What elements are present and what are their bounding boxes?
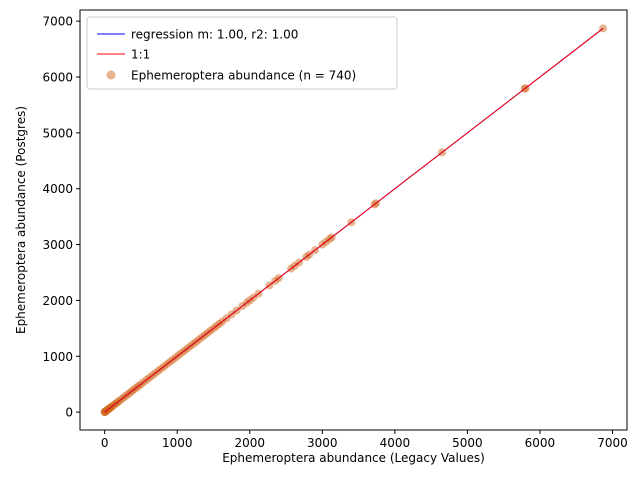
y-tick-label: 0	[65, 406, 73, 420]
x-tick-label: 4000	[380, 436, 411, 450]
legend: regression m: 1.00, r2: 1.00 1:1 Ephemer…	[86, 16, 398, 90]
legend-label-regression: regression m: 1.00, r2: 1.00	[131, 28, 298, 42]
x-tick-label: 0	[101, 436, 109, 450]
y-tick-label: 2000	[42, 294, 73, 308]
x-tick-label: 3000	[307, 436, 338, 450]
x-tick-label: 5000	[452, 436, 483, 450]
y-tick-label: 4000	[42, 182, 73, 196]
series-line-1	[104, 28, 604, 413]
legend-label-one-to-one: 1:1	[131, 48, 150, 62]
y-tick-label: 6000	[42, 71, 73, 85]
x-tick-label: 1000	[162, 436, 193, 450]
legend-box	[86, 16, 398, 90]
x-axis-ticks: 0 1000 2000 3000 4000 5000 6000 7000	[101, 430, 628, 450]
y-tick-label: 7000	[42, 15, 73, 29]
y-axis-label: Ephemeroptera abundance (Postgres)	[14, 106, 28, 334]
legend-label-scatter: Ephemeroptera abundance (n = 740)	[131, 69, 356, 83]
y-tick-label: 1000	[42, 350, 73, 364]
y-tick-label: 3000	[42, 238, 73, 252]
x-tick-label: 2000	[234, 436, 265, 450]
y-axis-ticks: 0 1000 2000 3000 4000 5000 6000 7000	[42, 15, 80, 420]
x-axis-label: Ephemeroptera abundance (Legacy Values)	[222, 451, 485, 465]
axes-frame	[79, 9, 628, 431]
y-tick-label: 5000	[42, 126, 73, 140]
x-tick-label: 7000	[597, 436, 628, 450]
series-lines	[104, 28, 604, 413]
x-tick-label: 6000	[525, 436, 556, 450]
legend-scatter-marker	[106, 70, 116, 80]
